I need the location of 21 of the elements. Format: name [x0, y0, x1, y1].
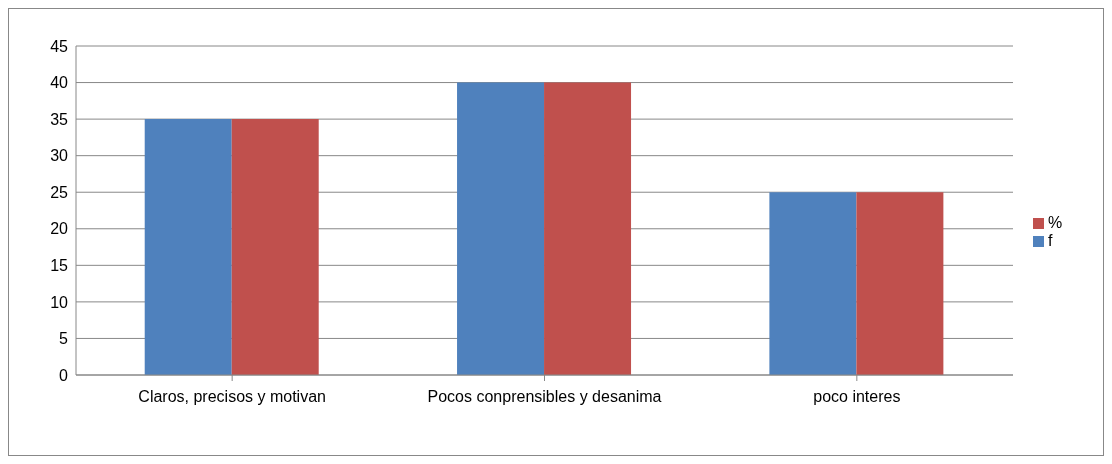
- x-tick-label: Pocos conprensibles y desanima: [427, 388, 662, 406]
- bar: [144, 119, 232, 375]
- y-tick-label: 30: [50, 147, 69, 165]
- bar: [769, 192, 857, 375]
- bar: [457, 82, 545, 375]
- y-tick-label: 35: [50, 110, 69, 128]
- y-tick-label: 40: [50, 74, 69, 92]
- bar: [856, 192, 944, 375]
- legend-label: f: [1048, 232, 1053, 249]
- y-tick-label: 10: [50, 293, 69, 311]
- x-tick-label: poco interes: [813, 388, 901, 406]
- y-tick-label: 45: [50, 37, 69, 55]
- y-tick-label: 15: [50, 257, 69, 275]
- y-tick-label: 20: [50, 220, 69, 238]
- y-tick-label: 5: [59, 330, 69, 348]
- legend-label: %: [1048, 214, 1063, 231]
- x-tick-label: Claros, precisos y motivan: [138, 388, 326, 406]
- bar: [544, 82, 632, 375]
- y-tick-label: 25: [50, 183, 69, 201]
- bar: [231, 119, 319, 375]
- y-tick-label: 0: [59, 366, 69, 384]
